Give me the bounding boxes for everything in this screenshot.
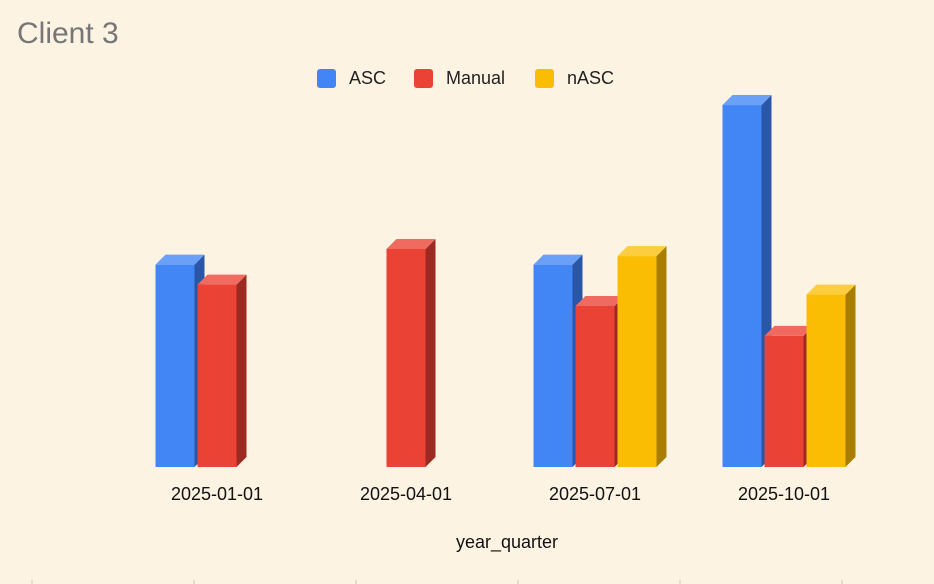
bar-top — [722, 95, 772, 106]
bar-side — [236, 274, 247, 467]
legend-item-manual[interactable]: Manual — [414, 68, 505, 88]
bar-asc-2025-07-01[interactable] — [533, 254, 583, 467]
bar-top — [533, 254, 583, 265]
bar-front — [764, 335, 804, 467]
bar-side — [656, 246, 667, 467]
bar-front — [197, 284, 237, 467]
bar-asc-2025-10-01[interactable] — [722, 95, 772, 468]
bar-top — [197, 274, 247, 285]
bars — [155, 95, 856, 468]
x-tick-label: 2025-07-01 — [549, 484, 641, 504]
bar-side — [425, 238, 436, 467]
bar-manual-2025-01-01[interactable] — [197, 274, 247, 467]
bottom-tick-marks — [31, 580, 843, 584]
bar-front — [575, 305, 615, 467]
bar-top — [155, 254, 205, 265]
x-tick-label: 2025-10-01 — [738, 484, 830, 504]
legend-swatch — [317, 69, 336, 88]
bar-asc-2025-01-01[interactable] — [155, 254, 205, 467]
x-tick-label: 2025-01-01 — [171, 484, 263, 504]
bar-side — [845, 284, 856, 467]
bar-front — [155, 264, 195, 467]
legend: ASC Manual nASC — [317, 68, 614, 88]
legend-item-nasc[interactable]: nASC — [535, 68, 614, 88]
bar-front — [722, 105, 762, 468]
legend-swatch — [535, 69, 554, 88]
bar-nasc-2025-10-01[interactable] — [806, 284, 856, 467]
x-axis-ticks: 2025-01-01 2025-04-01 2025-07-01 2025-10-01 — [171, 484, 830, 504]
bar-top — [764, 325, 814, 336]
bar-front — [386, 248, 426, 467]
bar-front — [806, 294, 846, 467]
legend-label: Manual — [446, 68, 505, 88]
bar-manual-2025-04-01[interactable] — [386, 238, 436, 467]
x-tick-label: 2025-04-01 — [360, 484, 452, 504]
bar-top — [806, 284, 856, 295]
legend-label: nASC — [567, 68, 614, 88]
bar-front — [617, 256, 657, 467]
bar-manual-2025-10-01[interactable] — [764, 325, 814, 467]
x-axis-label: year_quarter — [456, 532, 558, 553]
bar-nasc-2025-07-01[interactable] — [617, 246, 667, 467]
chart-title: Client 3 — [17, 17, 119, 50]
bar-manual-2025-07-01[interactable] — [575, 295, 625, 467]
legend-label: ASC — [349, 68, 386, 88]
legend-item-asc[interactable]: ASC — [317, 68, 386, 88]
bar-front — [533, 264, 573, 467]
bar-top — [617, 246, 667, 257]
legend-swatch — [414, 69, 433, 88]
bar-top — [386, 238, 436, 249]
bar-top — [575, 295, 625, 306]
